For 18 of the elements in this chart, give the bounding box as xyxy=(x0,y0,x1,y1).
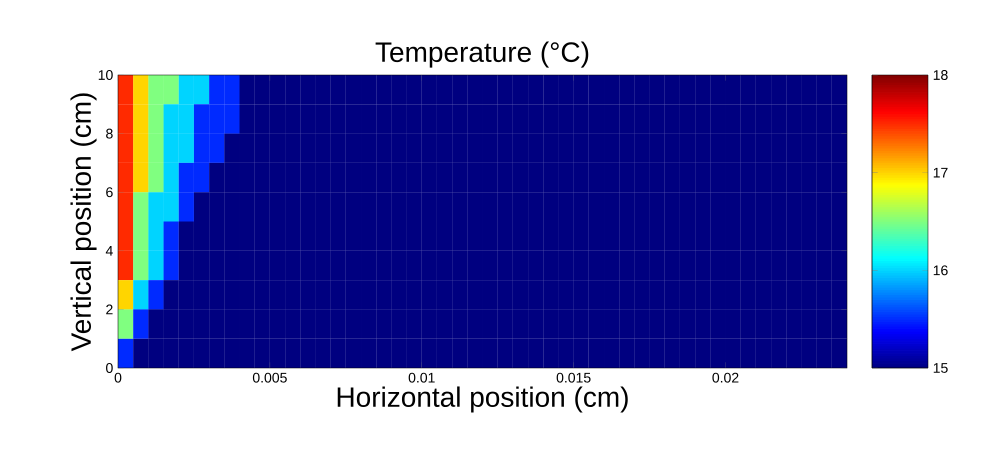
x-tick-label: 0.01 xyxy=(408,372,435,383)
y-tick-label: 4 xyxy=(106,246,113,256)
y-tick-label: 8 xyxy=(106,128,113,139)
y-tick-label: 0 xyxy=(106,363,113,373)
color-bar-label: 15 xyxy=(934,363,948,373)
y-tick-label: 2 xyxy=(106,304,113,314)
y-axis-title: Vertical position (cm) xyxy=(70,93,97,352)
color-bar-label: 16 xyxy=(934,265,948,276)
color-bar-label: 18 xyxy=(934,70,948,80)
x-tick-label: 0 xyxy=(114,372,122,383)
x-tick-label: 0.02 xyxy=(712,372,738,383)
y-tick-label: 6 xyxy=(106,187,113,198)
color-bar-label: 17 xyxy=(934,168,948,178)
x-tick-label: 0.005 xyxy=(252,372,287,383)
chart-title: Temperature (°C) xyxy=(376,42,588,68)
x-axis-title: Horizontal position (cm) xyxy=(338,386,628,413)
x-tick-label: 0.015 xyxy=(556,372,591,383)
y-tick-label: 10 xyxy=(98,70,113,80)
